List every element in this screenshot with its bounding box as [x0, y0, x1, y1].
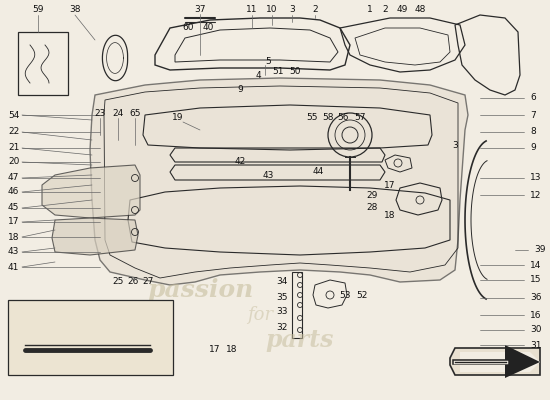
Polygon shape	[450, 348, 540, 375]
Text: 28: 28	[366, 202, 378, 212]
Text: 48: 48	[414, 6, 426, 14]
Text: passion: passion	[147, 278, 253, 302]
Text: 65: 65	[129, 108, 141, 118]
Text: 11: 11	[246, 6, 258, 14]
Text: 43: 43	[8, 248, 19, 256]
Polygon shape	[90, 78, 468, 285]
Text: 18: 18	[8, 232, 19, 242]
Text: 45: 45	[8, 204, 19, 212]
Text: 40: 40	[202, 24, 214, 32]
Text: 47: 47	[8, 174, 19, 182]
Text: 2: 2	[312, 6, 318, 14]
Polygon shape	[52, 218, 138, 255]
Text: 17: 17	[209, 346, 221, 354]
Text: 46: 46	[8, 188, 19, 196]
Text: 33: 33	[276, 308, 288, 316]
Text: 4: 4	[255, 70, 261, 80]
Polygon shape	[460, 352, 540, 372]
Text: 53: 53	[339, 290, 351, 300]
Text: 54: 54	[8, 110, 19, 120]
Text: 22: 22	[8, 128, 19, 136]
Text: 13: 13	[530, 174, 542, 182]
Polygon shape	[145, 332, 162, 358]
Text: 31: 31	[530, 340, 542, 350]
Text: 9: 9	[530, 144, 536, 152]
Text: 58: 58	[322, 114, 334, 122]
Text: 12: 12	[530, 190, 541, 200]
Text: 3: 3	[452, 140, 458, 150]
Text: 19: 19	[172, 114, 184, 122]
Text: 10: 10	[266, 6, 278, 14]
Text: 30: 30	[530, 326, 542, 334]
Circle shape	[54, 344, 66, 356]
Text: 25: 25	[112, 278, 124, 286]
Text: 27: 27	[142, 278, 153, 286]
Polygon shape	[20, 332, 35, 358]
Text: 7: 7	[530, 110, 536, 120]
Text: 17: 17	[8, 218, 19, 226]
Text: 34: 34	[276, 278, 288, 286]
Text: 63: 63	[66, 308, 78, 318]
Text: 57: 57	[354, 114, 366, 122]
Text: 62: 62	[119, 308, 131, 318]
Text: parts: parts	[266, 328, 334, 352]
Text: 18: 18	[384, 210, 396, 220]
Polygon shape	[42, 165, 140, 218]
Text: 39: 39	[534, 246, 546, 254]
Text: 8: 8	[530, 128, 536, 136]
Text: 21: 21	[8, 144, 19, 152]
Text: 18: 18	[226, 346, 238, 354]
Text: 52: 52	[356, 290, 368, 300]
Text: 44: 44	[312, 168, 323, 176]
Text: 64: 64	[92, 308, 104, 318]
Text: 17: 17	[384, 180, 396, 190]
Text: 26: 26	[127, 278, 139, 286]
Text: 9: 9	[237, 86, 243, 94]
Text: 6: 6	[530, 94, 536, 102]
Text: 37: 37	[194, 6, 206, 14]
Text: 51: 51	[272, 68, 284, 76]
Text: 29: 29	[366, 190, 378, 200]
Text: 38: 38	[69, 6, 81, 14]
Bar	[8, 300, 173, 375]
Text: 42: 42	[234, 158, 246, 166]
Text: 41: 41	[8, 262, 19, 272]
Text: 2: 2	[382, 6, 388, 14]
Text: 16: 16	[530, 310, 542, 320]
Text: 61: 61	[29, 308, 41, 318]
Text: 49: 49	[397, 6, 408, 14]
Text: 20: 20	[8, 158, 19, 166]
Text: 59: 59	[32, 6, 44, 14]
Polygon shape	[505, 345, 540, 378]
Text: 43: 43	[262, 170, 274, 180]
Text: 32: 32	[276, 324, 288, 332]
Text: 23: 23	[94, 108, 106, 118]
Text: 56: 56	[337, 114, 349, 122]
Text: 3: 3	[289, 6, 295, 14]
Text: 35: 35	[276, 292, 288, 302]
Text: 15: 15	[530, 276, 542, 284]
Text: 5: 5	[265, 58, 271, 66]
Text: 24: 24	[112, 108, 124, 118]
Text: 1: 1	[367, 6, 373, 14]
Text: 60: 60	[182, 24, 194, 32]
Text: 55: 55	[306, 114, 318, 122]
Text: 50: 50	[289, 68, 301, 76]
Text: 14: 14	[530, 260, 541, 270]
Text: for: for	[247, 306, 273, 324]
Circle shape	[94, 344, 106, 356]
Text: 36: 36	[530, 294, 542, 302]
